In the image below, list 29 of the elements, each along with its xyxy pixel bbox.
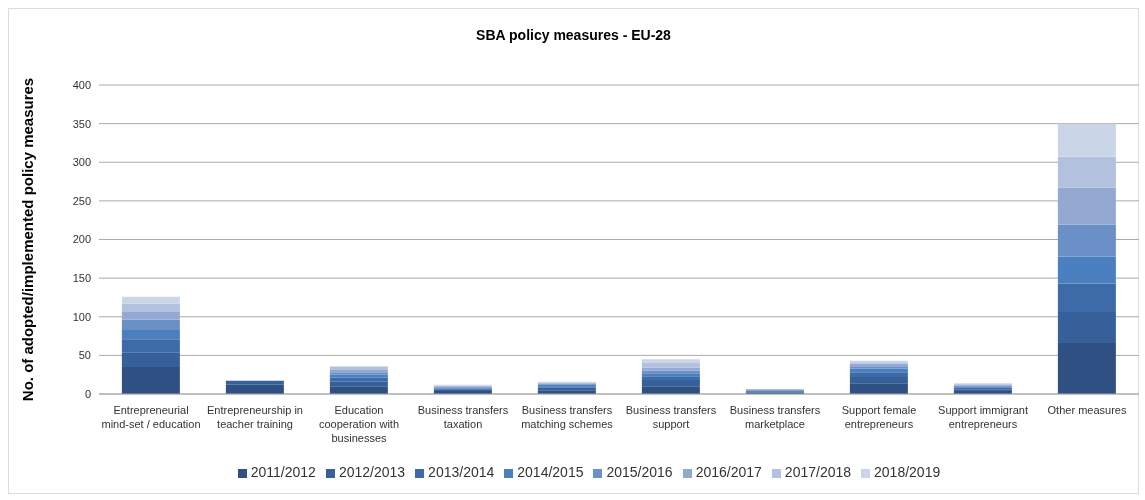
y-tick-label: 50 bbox=[78, 349, 91, 362]
x-tick-label: Entrepreneurship in teacher training bbox=[206, 404, 304, 430]
x-tick-label: Education cooperation with businesses bbox=[318, 404, 400, 444]
x-tick-label: Business transfers support bbox=[625, 404, 717, 430]
legend-label: 2015/2016 bbox=[606, 464, 673, 480]
x-tick-label: Business transfers marketplace bbox=[729, 404, 821, 430]
y-tick-label: 150 bbox=[72, 272, 91, 285]
y-tick-label: 200 bbox=[72, 233, 91, 246]
x-tick-label: Business transfers matching schemes bbox=[521, 404, 614, 430]
x-tick-label: Support female entrepreneurs bbox=[841, 404, 917, 430]
y-tick-label: 350 bbox=[72, 117, 91, 130]
x-tick-label: Business transfers taxation bbox=[417, 404, 509, 430]
legend-label: 2017/2018 bbox=[784, 464, 852, 480]
legend-label: 2011/2012 bbox=[250, 464, 316, 480]
x-tick-label: Other measures bbox=[1047, 404, 1127, 416]
y-tick-label: 0 bbox=[84, 387, 91, 400]
legend-label: 2014/2015 bbox=[517, 464, 584, 480]
legend-label: 2012/2013 bbox=[338, 464, 406, 480]
x-tick-label: Support immigrant entrepreneurs bbox=[938, 404, 1028, 430]
x-tick-label: Entrepreneurial mind-set / education bbox=[101, 404, 201, 430]
y-tick-label: 300 bbox=[72, 156, 91, 169]
legend-label: 2018/2019 bbox=[874, 464, 941, 480]
legend-label: 2016/2017 bbox=[695, 464, 762, 480]
legend-label: 2013/2014 bbox=[428, 464, 495, 480]
chart-title: SBA policy measures - EU-28 bbox=[475, 27, 672, 43]
y-axis-title: No. of adopted/implemented policy measures bbox=[19, 77, 37, 401]
y-tick-label: 100 bbox=[72, 310, 91, 323]
y-tick-label: 250 bbox=[72, 194, 91, 207]
y-tick-label: 400 bbox=[72, 78, 91, 91]
